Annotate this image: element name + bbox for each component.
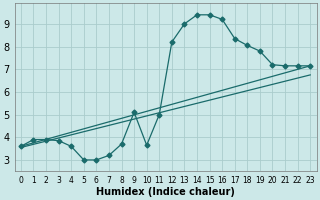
X-axis label: Humidex (Indice chaleur): Humidex (Indice chaleur) — [96, 187, 235, 197]
